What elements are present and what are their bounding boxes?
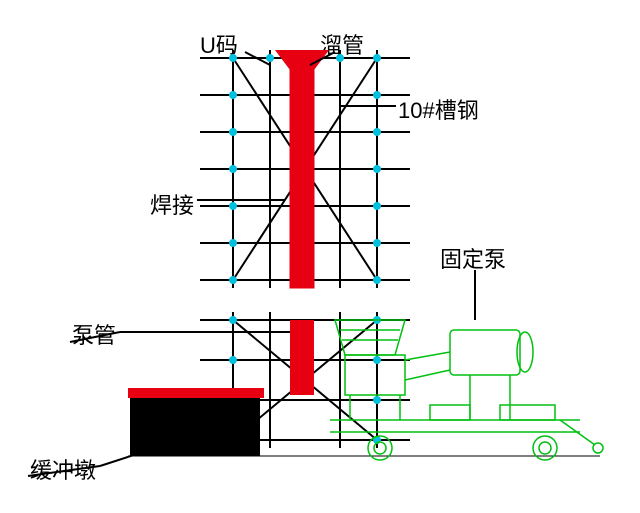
buffer-top-strip (128, 388, 264, 398)
red-pipe-bot (290, 320, 314, 395)
red-pipe-top (290, 60, 314, 288)
buffer-block (130, 398, 260, 456)
diagram-svg (0, 0, 640, 513)
diagram-canvas: U码 溜管 10#槽钢 焊接 固定泵 泵管 缓冲墩 (0, 0, 640, 513)
